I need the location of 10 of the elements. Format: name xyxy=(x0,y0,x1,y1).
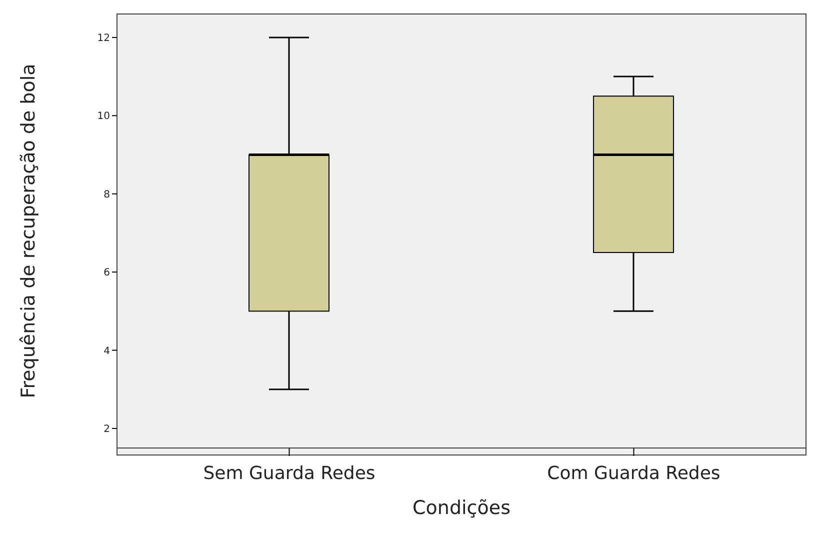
y-tick-label: 6 xyxy=(104,268,110,279)
x-axis-title: Condições xyxy=(412,497,510,519)
y-axis-title: Frequência de recuperação de bola xyxy=(18,64,40,398)
y-tick-label: 8 xyxy=(104,189,110,200)
y-tick-label: 12 xyxy=(97,33,110,44)
x-tick-label: Sem Guarda Redes xyxy=(203,462,376,484)
y-tick-label: 10 xyxy=(97,111,110,122)
y-tick-label: 2 xyxy=(104,424,110,435)
x-tick-label: Com Guarda Redes xyxy=(547,462,720,484)
y-tick-label: 4 xyxy=(104,346,110,357)
